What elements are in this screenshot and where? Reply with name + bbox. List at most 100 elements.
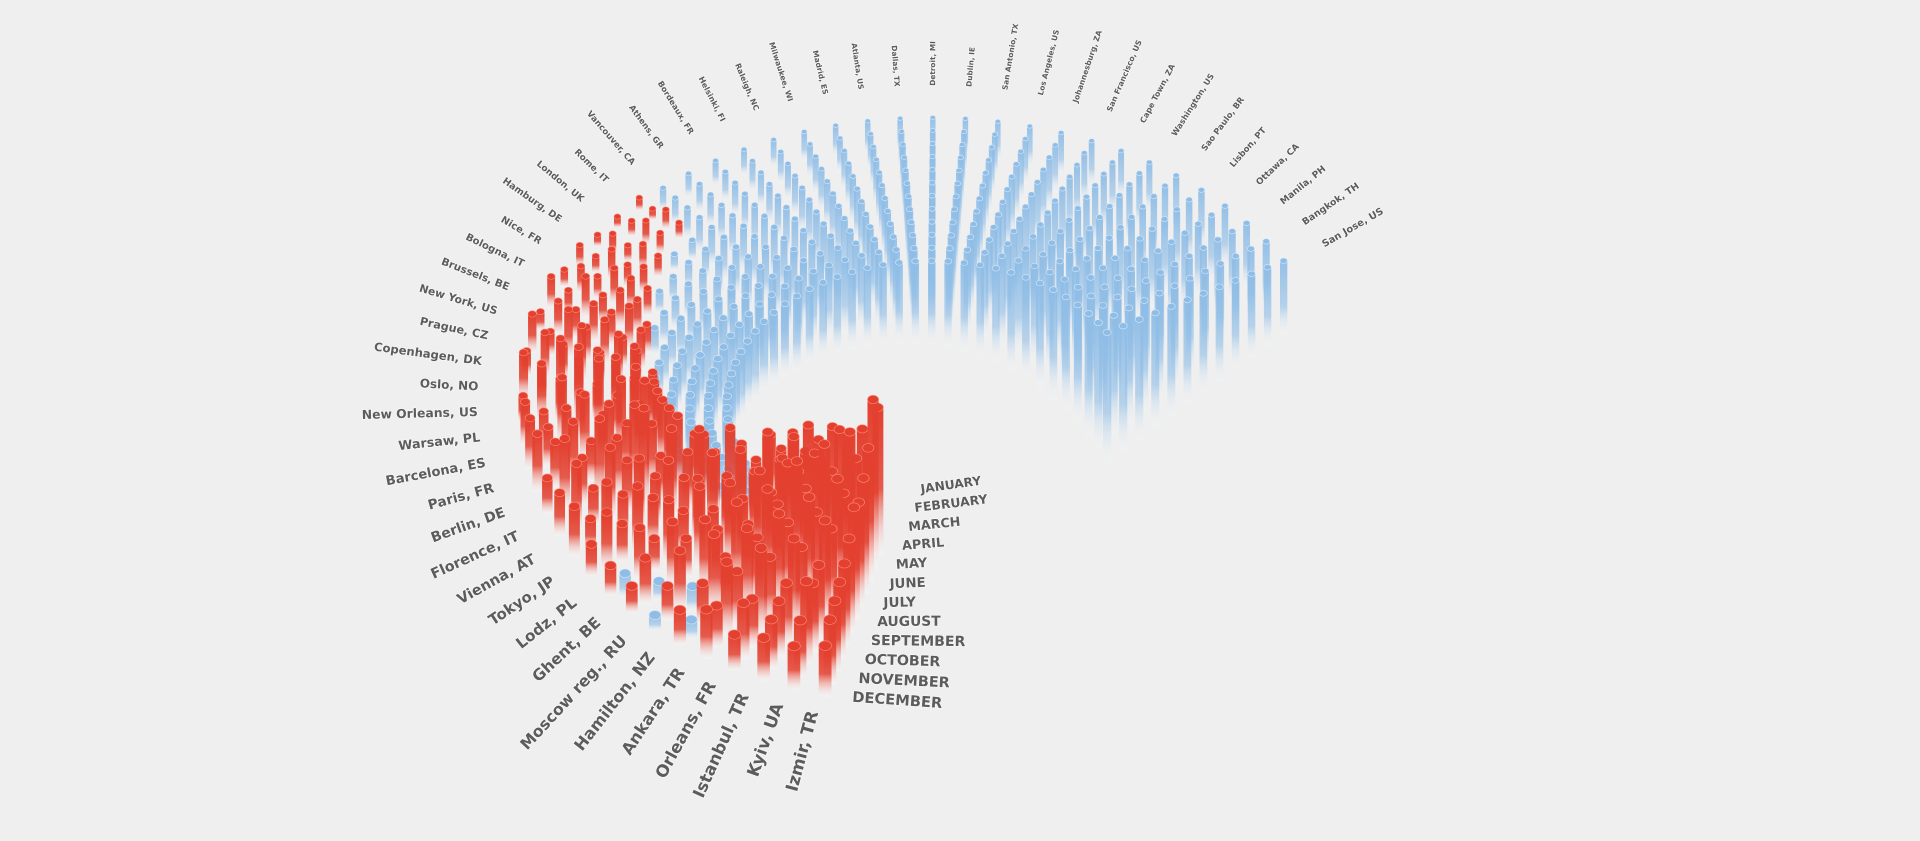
- bar: [818, 439, 831, 585]
- bar: [657, 395, 668, 468]
- bar-top: [619, 568, 632, 578]
- bar: [699, 514, 712, 591]
- bar-body: [659, 187, 667, 212]
- bar-top: [757, 169, 765, 176]
- bar-body: [773, 513, 785, 613]
- bar: [812, 208, 821, 269]
- bar-top: [699, 604, 713, 615]
- bar: [852, 240, 860, 316]
- bar-body: [757, 172, 765, 209]
- bar: [870, 236, 879, 312]
- bar-top: [837, 558, 851, 569]
- bar-top: [749, 158, 756, 164]
- bars: [518, 115, 1288, 697]
- bar-top: [585, 539, 598, 549]
- bar: [611, 433, 623, 497]
- bar-top: [690, 364, 700, 372]
- bar: [759, 318, 769, 393]
- bar-top: [553, 488, 566, 498]
- bar-body: [1116, 227, 1124, 311]
- bar-top: [604, 560, 617, 571]
- bar: [695, 351, 705, 410]
- bar-body: [845, 163, 852, 209]
- bar-top: [571, 305, 581, 313]
- bar: [696, 578, 709, 625]
- bar-body: [1059, 188, 1066, 256]
- bar-body: [546, 331, 555, 356]
- bar-body: [743, 341, 752, 410]
- bar-body: [660, 312, 669, 346]
- bar-top: [615, 286, 625, 294]
- bar: [621, 418, 633, 475]
- bar-top: [772, 508, 786, 519]
- bar-top: [759, 318, 769, 325]
- bar: [707, 191, 715, 228]
- bar-top: [708, 367, 719, 375]
- bar: [621, 455, 633, 514]
- bar: [610, 264, 619, 305]
- bar-body: [693, 324, 702, 377]
- bar: [818, 515, 832, 628]
- month-label: APRIL: [902, 535, 945, 553]
- bar: [1008, 173, 1016, 238]
- bar-top: [608, 230, 617, 237]
- bar-top: [960, 129, 967, 134]
- bar-body: [574, 346, 584, 422]
- bar-body: [604, 565, 617, 596]
- bar: [1148, 225, 1156, 310]
- bar-top: [659, 185, 667, 191]
- bar: [1231, 277, 1240, 373]
- bar-top: [1094, 319, 1103, 327]
- bar: [1012, 161, 1020, 221]
- bar-top: [730, 497, 743, 507]
- bar-top: [755, 300, 765, 308]
- bar-body: [655, 455, 666, 503]
- bar-body: [782, 462, 794, 571]
- bar-top: [638, 403, 650, 413]
- bar: [1017, 148, 1025, 203]
- bar-body: [624, 245, 632, 263]
- bar: [546, 273, 556, 309]
- bar: [749, 158, 756, 193]
- bar-body: [650, 327, 659, 357]
- bar: [824, 261, 833, 340]
- bar-top: [966, 234, 975, 240]
- bar-top: [899, 141, 907, 147]
- bar-body: [976, 265, 984, 360]
- bar-top: [1105, 234, 1114, 241]
- bar: [835, 203, 843, 265]
- bar-top: [881, 195, 889, 201]
- bar-top: [818, 166, 825, 172]
- bar: [1134, 315, 1144, 445]
- bar-top: [741, 273, 750, 280]
- bar: [1039, 166, 1047, 229]
- bar: [563, 305, 574, 359]
- bar-top: [1039, 251, 1048, 258]
- bar-body: [600, 319, 609, 365]
- bar-top: [1199, 290, 1208, 297]
- bar-top: [1082, 255, 1091, 262]
- bar-body: [841, 218, 848, 280]
- bar-top: [963, 246, 972, 253]
- bar: [1279, 257, 1288, 338]
- bar-top: [901, 154, 908, 160]
- bar-body: [684, 207, 691, 240]
- bar: [606, 308, 616, 346]
- bar: [639, 263, 648, 294]
- bar: [593, 354, 605, 441]
- bar-top: [639, 553, 652, 563]
- bar-top: [1100, 171, 1108, 177]
- bar-top: [1012, 161, 1020, 167]
- bar: [662, 206, 670, 230]
- bar: [720, 556, 734, 637]
- bar: [770, 137, 777, 169]
- bar-top: [736, 598, 750, 608]
- bar-top: [731, 180, 739, 186]
- bar-top: [994, 119, 1001, 124]
- bar-body: [848, 271, 856, 352]
- bar: [1055, 258, 1064, 360]
- bar: [742, 337, 752, 410]
- bar-top: [1123, 245, 1132, 252]
- bar-top: [600, 316, 610, 324]
- bar: [675, 219, 683, 239]
